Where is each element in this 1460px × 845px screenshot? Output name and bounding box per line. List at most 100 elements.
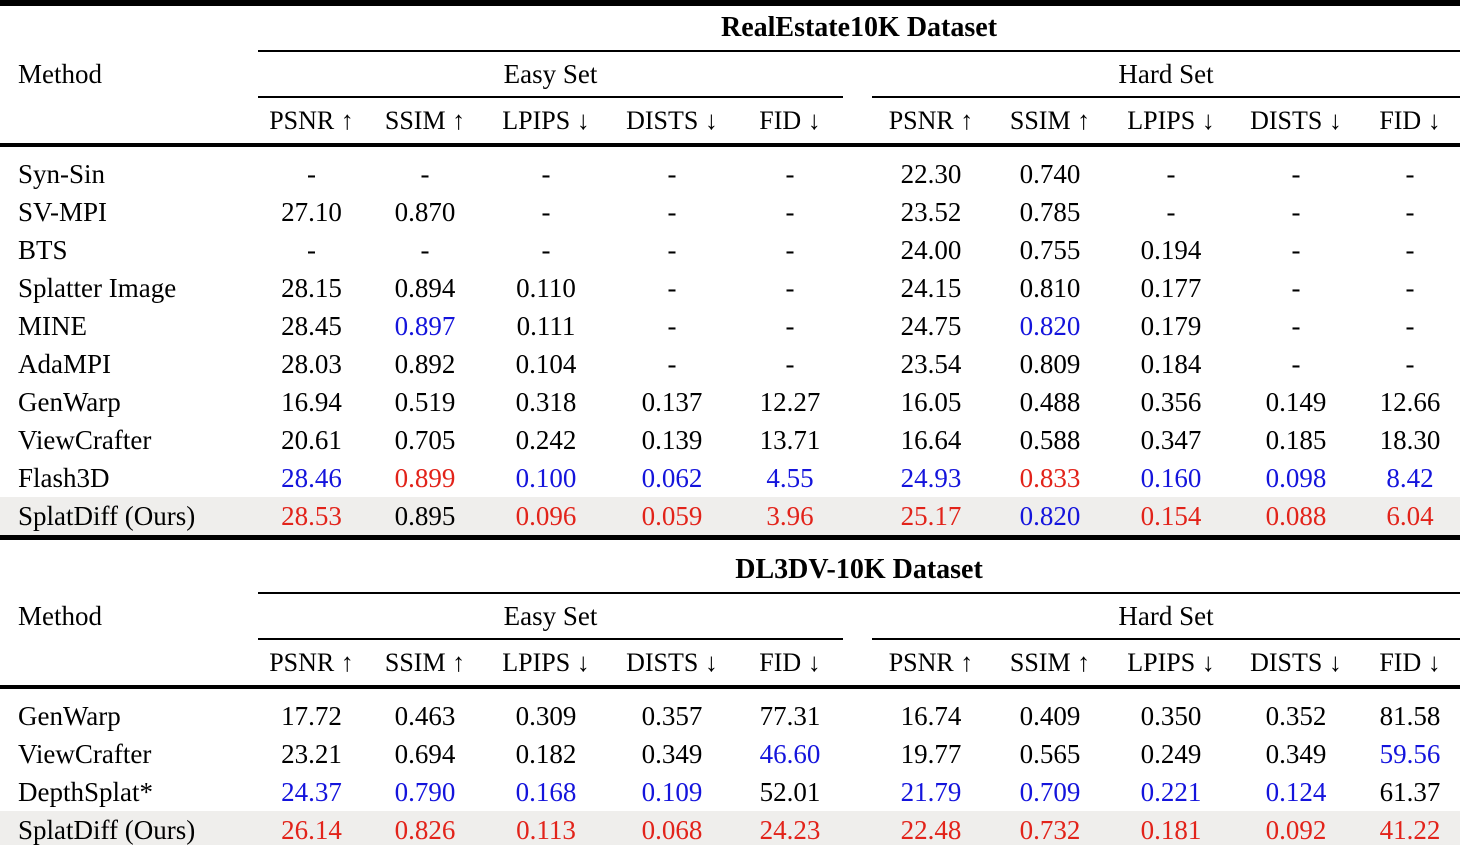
metric-value-cell: 0.349: [641, 738, 703, 769]
method-cell: DepthSplat*: [18, 776, 153, 807]
metric-value-cell: 0.810: [1019, 272, 1081, 303]
metric-header: PSNR ↑: [258, 639, 365, 689]
results-table-realestate10k: Method RealEstate10K Dataset Easy Set Ha…: [0, 0, 1460, 540]
metric-value-cell: 0.732: [1019, 814, 1081, 845]
metric-header: PSNR ↑: [258, 97, 365, 147]
metric-value-cell: 59.56: [1379, 738, 1441, 769]
metric-value-cell: -: [420, 158, 430, 189]
table-row: GenWarp 16.94 0.519 0.318 0.137 12.27 16.05 0.4…: [0, 383, 1460, 421]
metric-value-cell: 19.77: [900, 738, 962, 769]
metric-value-cell: -: [667, 234, 677, 265]
metric-value-cell: 0.182: [515, 738, 577, 769]
metric-header: SSIM ↑: [365, 97, 485, 147]
dataset-title: DL3DV-10K Dataset: [258, 548, 1460, 594]
metric-value-cell: 0.357: [641, 700, 703, 731]
metric-header: PSNR ↑: [872, 639, 990, 689]
metric-header: SSIM ↑: [365, 639, 485, 689]
metric-value-cell: 0.820: [1019, 500, 1081, 531]
table-body: GenWarp 17.72 0.463 0.309 0.357 77.31 16.74 0.4…: [0, 687, 1460, 845]
column-gap: [843, 345, 872, 383]
metric-value-cell: -: [1166, 158, 1176, 189]
column-gap: [843, 773, 872, 811]
metric-value-cell: -: [307, 234, 316, 265]
metric-value-cell: -: [1291, 158, 1301, 189]
metric-value-cell: 0.309: [515, 700, 577, 731]
metric-value-cell: 0.104: [515, 348, 577, 379]
column-gap: [843, 307, 872, 345]
column-gap: [843, 811, 872, 845]
metric-value-cell: 0.463: [394, 700, 456, 731]
metric-value-cell: 0.833: [1019, 462, 1081, 493]
method-cell: ViewCrafter: [18, 738, 152, 769]
column-gap: [843, 51, 872, 97]
metric-value-cell: 0.100: [515, 462, 577, 493]
column-gap: [843, 231, 872, 269]
metric-value-cell: 24.23: [759, 814, 821, 845]
metric-value-cell: 0.899: [394, 462, 456, 493]
metric-value-cell: 28.46: [281, 462, 342, 493]
metric-value-cell: -: [785, 158, 795, 189]
metric-value-cell: 0.820: [1019, 310, 1081, 341]
metric-value-cell: 0.488: [1019, 386, 1081, 417]
metric-value-cell: -: [1291, 196, 1301, 227]
metric-value-cell: 0.694: [394, 738, 456, 769]
metric-value-cell: 0.519: [394, 386, 456, 417]
metric-value-cell: 0.588: [1019, 424, 1081, 455]
metric-value-cell: 23.21: [281, 738, 342, 769]
table-row: MINE 28.45 0.897 0.111 - - 24.75 0.820 0.179 - -: [0, 307, 1460, 345]
metric-value-cell: 0.740: [1019, 158, 1081, 189]
metric-value-cell: 0.109: [641, 776, 703, 807]
metric-value-cell: -: [785, 310, 795, 341]
table-row: Flash3D 28.46 0.899 0.100 0.062 4.55 24.93 0.83…: [0, 459, 1460, 497]
metric-value-cell: 0.149: [1265, 386, 1327, 417]
metric-value-cell: 0.895: [394, 500, 456, 531]
metric-value-cell: 46.60: [759, 738, 821, 769]
metric-value-cell: 3.96: [766, 500, 814, 531]
metric-value-cell: -: [1291, 310, 1301, 341]
metric-value-cell: 21.79: [900, 776, 962, 807]
metric-value-cell: 0.098: [1265, 462, 1327, 493]
table-row: SplatDiff (Ours) 26.14 0.826 0.113 0.068 24.2…: [0, 811, 1460, 845]
metric-value-cell: 0.349: [1265, 738, 1327, 769]
metric-value-cell: -: [1291, 272, 1301, 303]
method-cell: SplatDiff (Ours): [18, 814, 196, 845]
metric-value-cell: -: [541, 158, 551, 189]
metric-value-cell: -: [1405, 196, 1415, 227]
metric-value-cell: 0.705: [394, 424, 456, 455]
method-column-header: Method: [0, 548, 258, 689]
metric-value-cell: 28.15: [281, 272, 342, 303]
metric-value-cell: 52.01: [759, 776, 821, 807]
table-row: SplatDiff (Ours) 28.53 0.895 0.096 0.059 3.96…: [0, 497, 1460, 538]
metric-value-cell: 0.409: [1019, 700, 1081, 731]
metric-value-cell: 0.096: [515, 500, 577, 531]
metric-value-cell: 0.318: [515, 386, 577, 417]
metric-value-cell: -: [541, 234, 551, 265]
method-cell: Syn-Sin: [18, 158, 106, 189]
metric-value-cell: 26.14: [281, 814, 342, 845]
metric-value-cell: -: [1405, 348, 1415, 379]
metric-value-cell: 12.27: [759, 386, 821, 417]
metric-value-cell: 16.64: [900, 424, 962, 455]
metric-value-cell: -: [1405, 272, 1415, 303]
metric-value-cell: 0.790: [394, 776, 456, 807]
table-body: Syn-Sin - - - - - 22.30 0.740 - - - SV-MPI 27.10 0.87…: [0, 145, 1460, 538]
table-row: GenWarp 17.72 0.463 0.309 0.357 77.31 16.74 0.4…: [0, 687, 1460, 735]
metric-header: PSNR ↑: [872, 97, 990, 147]
metric-header: FID ↓: [737, 97, 843, 147]
metric-value-cell: 23.52: [900, 196, 962, 227]
table-row: AdaMPI 28.03 0.892 0.104 - - 23.54 0.809 0.184 - -: [0, 345, 1460, 383]
metric-value-cell: 0.892: [394, 348, 456, 379]
metric-value-cell: 0.352: [1265, 700, 1327, 731]
metric-value-cell: -: [1405, 158, 1415, 189]
set-header-row: Easy Set Hard Set: [0, 51, 1460, 98]
metric-value-cell: 0.184: [1140, 348, 1202, 379]
metric-header-row: PSNR ↑ SSIM ↑ LPIPS ↓ DISTS ↓ FID ↓ PSNR ↑ SSI…: [0, 97, 1460, 147]
metric-value-cell: 0.356: [1140, 386, 1202, 417]
metric-value-cell: 0.565: [1019, 738, 1081, 769]
metric-value-cell: 24.37: [281, 776, 342, 807]
metric-value-cell: -: [1405, 234, 1415, 265]
metric-value-cell: 0.221: [1140, 776, 1202, 807]
metric-value-cell: 0.709: [1019, 776, 1081, 807]
method-cell: SplatDiff (Ours): [18, 500, 196, 531]
